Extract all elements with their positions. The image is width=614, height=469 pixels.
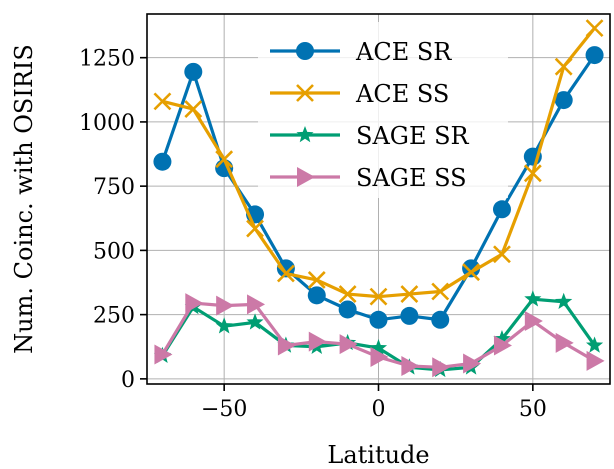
data-point-ace-sr — [492, 200, 511, 219]
data-point-sage-ss — [308, 331, 327, 352]
data-point-ace-ss — [400, 285, 419, 303]
data-point-sage-ss — [493, 335, 512, 356]
data-point-sage-ss — [401, 356, 420, 377]
legend-label-sage-ss: SAGE SS — [356, 164, 467, 192]
y-tick-label: 1250 — [79, 47, 135, 72]
data-point-ace-ss — [215, 150, 234, 169]
data-point-sage-sr — [246, 313, 264, 330]
data-point-sage-ss — [370, 347, 389, 368]
data-point-sage-sr — [555, 292, 573, 310]
x-tick-label: −50 — [201, 397, 247, 422]
y-tick-label: 250 — [93, 304, 135, 329]
data-point-ace-ss — [554, 57, 573, 76]
legend-label-ace-ss: ACE SS — [355, 80, 449, 108]
data-point-sage-ss — [277, 335, 296, 356]
x-axis-label: Latitude — [327, 441, 429, 469]
data-point-sage-ss — [339, 334, 358, 355]
data-point-sage-ss — [432, 357, 451, 378]
data-point-sage-ss — [524, 311, 543, 332]
data-point-ace-sr — [338, 300, 357, 319]
data-point-ace-sr — [400, 306, 419, 325]
data-point-ace-ss — [184, 100, 203, 118]
data-point-sage-ss — [555, 332, 574, 353]
data-point-sage-sr — [493, 330, 511, 347]
legend-marker-sage-sr — [296, 126, 314, 143]
x-tick-label: 0 — [372, 397, 386, 422]
legend: ACE SR ACE SS SAGE SR SAGE SS — [258, 22, 508, 198]
y-axis-label: Num. Coinc. with OSIRIS — [10, 44, 38, 354]
data-point-ace-ss — [338, 285, 357, 303]
y-tick-label: 0 — [121, 368, 135, 393]
y-tick-label: 1000 — [79, 111, 135, 136]
data-point-ace-sr — [431, 310, 450, 329]
data-point-ace-ss — [307, 271, 326, 289]
data-point-sage-ss — [185, 293, 204, 314]
legend-label-ace-sr: ACE SR — [355, 38, 452, 66]
data-point-ace-ss — [153, 92, 172, 111]
data-point-sage-sr — [586, 336, 604, 353]
data-point-ace-sr — [554, 91, 573, 110]
data-point-ace-ss — [462, 263, 481, 282]
data-point-ace-ss — [431, 282, 450, 301]
legend-marker-ace-sr — [296, 42, 314, 60]
legend-marker-sage-ss — [297, 167, 315, 187]
data-point-sage-ss — [247, 294, 266, 315]
data-point-ace-sr — [153, 152, 172, 171]
data-point-ace-sr — [585, 46, 604, 65]
y-tick-label: 500 — [93, 239, 135, 264]
data-point-ace-ss — [369, 287, 388, 306]
data-point-ace-sr — [462, 259, 481, 278]
legend-marker-ace-ss — [296, 84, 314, 102]
y-tick-label: 750 — [93, 175, 135, 200]
data-point-ace-ss — [523, 164, 542, 183]
data-point-sage-ss — [586, 350, 605, 371]
data-point-sage-sr — [524, 290, 542, 307]
data-point-sage-ss — [154, 344, 173, 365]
data-point-ace-ss — [276, 264, 295, 283]
series-group — [153, 19, 605, 378]
data-point-ace-ss — [246, 219, 264, 238]
data-point-ace-ss — [493, 245, 511, 264]
data-point-sage-ss — [216, 295, 235, 316]
data-point-ace-sr — [307, 286, 326, 305]
data-point-sage-ss — [463, 353, 482, 374]
data-point-ace-sr — [184, 62, 203, 81]
data-point-ace-ss — [585, 19, 604, 38]
data-point-sage-sr — [369, 339, 388, 356]
data-point-sage-sr — [215, 317, 233, 334]
x-tick-label: 50 — [519, 397, 547, 422]
legend-label-sage-sr: SAGE SR — [356, 122, 470, 150]
data-point-ace-sr — [369, 310, 388, 329]
